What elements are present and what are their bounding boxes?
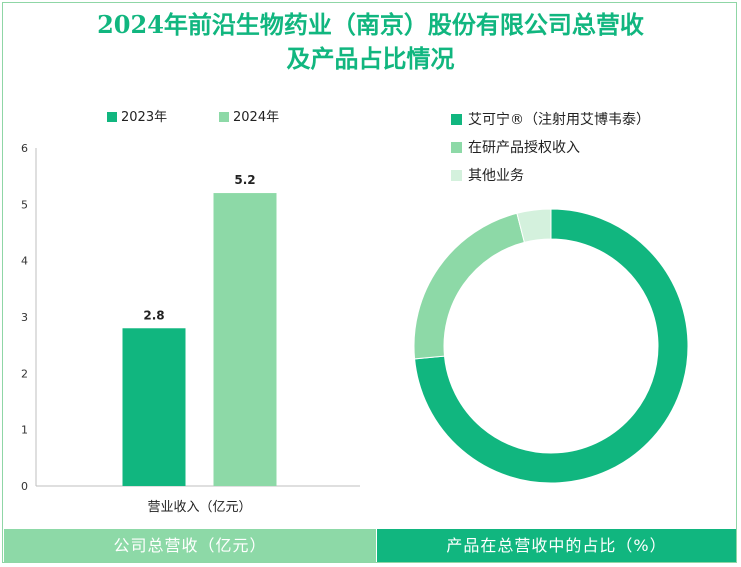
legend-item-2023: 2023年 <box>107 106 167 125</box>
bar-data-label: 2.8 <box>143 308 164 322</box>
y-tick-label: 5 <box>21 198 28 211</box>
bar-2023年 <box>122 328 186 486</box>
y-tick-label: 3 <box>21 311 28 324</box>
bar-2024年 <box>213 193 277 487</box>
donut-legend-label-3: 其他业务 <box>468 168 524 184</box>
legend-label-2024: 2024年 <box>233 110 280 125</box>
legend-label-2023: 2023年 <box>121 110 168 125</box>
donut-legend-swatch-3 <box>451 170 462 181</box>
y-tick-label: 4 <box>21 255 28 268</box>
title-line-1: 2024年前沿生物药业（南京）股份有限公司总营收 <box>97 10 644 39</box>
bar-chart-caption: 公司总营收（亿元） <box>4 529 376 562</box>
bar-data-label: 5.2 <box>234 173 255 187</box>
y-tick-label: 1 <box>21 424 28 437</box>
title-line-2: 及产品占比情况 <box>286 44 455 73</box>
y-tick-label: 2 <box>21 367 28 380</box>
chart-title: 2024年前沿生物药业（南京）股份有限公司总营收 及产品占比情况 <box>0 8 741 76</box>
donut-legend-label-2: 在研产品授权收入 <box>468 140 580 156</box>
bar-marks: 2.8 5.2 营业收入（亿元） <box>122 173 277 515</box>
donut-legend-swatch-1 <box>451 114 462 125</box>
y-tick-label: 0 <box>21 480 28 493</box>
legend-item-2024: 2024年 <box>219 106 279 125</box>
donut-legend-swatch-2 <box>451 142 462 153</box>
donut-legend-item-3: 其他业务 <box>451 162 650 190</box>
y-tick-label: 6 <box>21 142 28 155</box>
legend-swatch-2024 <box>219 112 229 122</box>
donut-legend: 艾可宁®（注射用艾博韦泰） 在研产品授权收入 其他业务 <box>451 106 650 190</box>
bar-axes: 0 1 2 3 4 5 6 <box>21 142 360 493</box>
legend-swatch-2023 <box>107 112 117 122</box>
donut-legend-item-2: 在研产品授权收入 <box>451 134 650 162</box>
donut-chart-caption: 产品在总营收中的占比（%） <box>377 529 736 562</box>
donut-legend-item-1: 艾可宁®（注射用艾博韦泰） <box>451 106 650 134</box>
x-category-label: 营业收入（亿元） <box>147 500 251 515</box>
donut-legend-label-1: 艾可宁®（注射用艾博韦泰） <box>468 112 650 128</box>
